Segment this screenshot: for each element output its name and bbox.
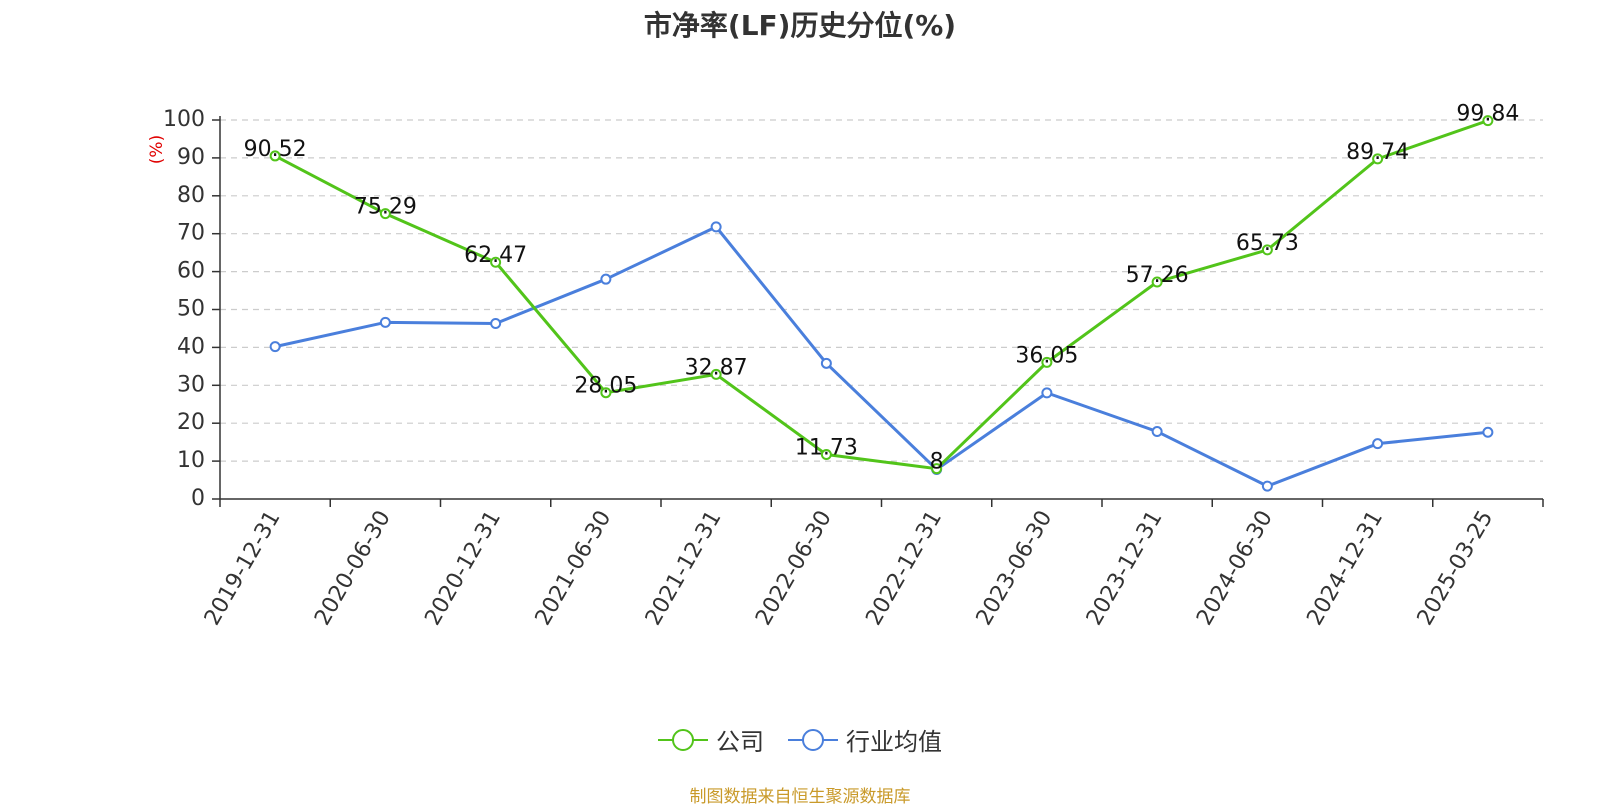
series-0-point-5 [820,449,832,461]
series-1-point-11 [1482,426,1494,438]
series-0-point-2 [490,256,502,268]
series-1-point-10 [1372,438,1384,450]
series-1-point-7 [1041,387,1053,399]
y-tick-label-90: 90 [177,145,205,170]
data-label-5: 11.73 [795,436,858,461]
series-1-point-0 [269,341,281,353]
series-0-point-9 [1261,244,1273,256]
legend: 公司 行业均值 [0,722,1600,757]
x-tick-label-2024-12-31: 2024-12-31 [1302,507,1388,630]
x-tick-label-2023-12-31: 2023-12-31 [1082,507,1168,630]
y-tick-label-20: 20 [177,410,205,435]
x-tick-label-2019-12-31: 2019-12-31 [200,507,286,630]
data-label-11: 99.84 [1456,102,1519,127]
legend-label-industry-average: 行业均值 [846,728,942,756]
legend-label-company: 公司 [716,728,764,756]
data-label-7: 36.05 [1015,343,1078,368]
series-0-point-11 [1482,115,1494,127]
data-label-10: 89.74 [1346,140,1409,165]
y-tick-label-30: 30 [177,372,205,397]
x-tick-label-2024-06-30: 2024-06-30 [1192,507,1278,630]
y-tick-label-50: 50 [177,297,205,322]
data-label-2: 62.47 [464,243,527,268]
x-tick-label-2023-06-30: 2023-06-30 [972,507,1058,630]
legend-item-company[interactable]: 公司 [658,722,764,757]
series-0-point-0 [269,150,281,162]
x-tick-label-2022-06-30: 2022-06-30 [751,507,837,630]
y-tick-label-100: 100 [163,107,205,132]
series-1-point-8 [1151,426,1163,438]
data-label-3: 28.05 [574,374,637,399]
x-tick-label-2022-12-31: 2022-12-31 [861,507,947,630]
series-0-point-8 [1151,276,1163,288]
series-0-point-3 [600,387,612,399]
data-label-4: 32.87 [685,355,748,380]
data-label-0: 90.52 [244,137,307,162]
x-tick-label-2021-06-30: 2021-06-30 [531,507,617,630]
y-tick-label-0: 0 [191,486,205,511]
y-axis-label: (%) [147,135,167,164]
series-0-point-10 [1372,153,1384,165]
data-label-9: 65.73 [1236,231,1299,256]
data-label-6: 8 [930,450,944,475]
series-line-0 [274,119,1489,471]
x-tick-label-2025-03-25: 2025-03-25 [1413,507,1499,630]
data-label-1: 75.29 [354,195,417,220]
series-1-point-4 [710,221,722,233]
y-tick-label-10: 10 [177,448,205,473]
data-label-8: 57.26 [1126,263,1189,288]
series-0-point-1 [379,208,391,220]
series-0-point-6 [931,463,943,475]
series-line-1 [274,225,1489,488]
series-0-point-4 [710,368,722,380]
y-tick-label-60: 60 [177,259,205,284]
x-tick-label-2021-12-31: 2021-12-31 [641,507,727,630]
x-tick-label-2020-06-30: 2020-06-30 [310,507,396,630]
series-1-point-2 [490,318,502,330]
x-tick-label-2020-12-31: 2020-12-31 [420,507,506,630]
chart-title: 市净率(LF)历史分位(%) [643,9,957,42]
source-note: 制图数据来自恒生聚源数据库 [689,787,911,807]
legend-marker-company [658,728,708,751]
y-tick-label-40: 40 [177,334,205,359]
legend-item-industry-average[interactable]: 行业均值 [788,722,942,757]
y-tick-label-70: 70 [177,221,205,246]
series-1-point-1 [379,316,391,328]
series-0-point-7 [1041,356,1053,368]
y-tick-label-80: 80 [177,183,205,208]
series-1-point-3 [600,273,612,285]
series-1-point-9 [1261,480,1273,492]
series-1-point-5 [820,357,832,369]
legend-marker-industry-average [788,728,838,751]
